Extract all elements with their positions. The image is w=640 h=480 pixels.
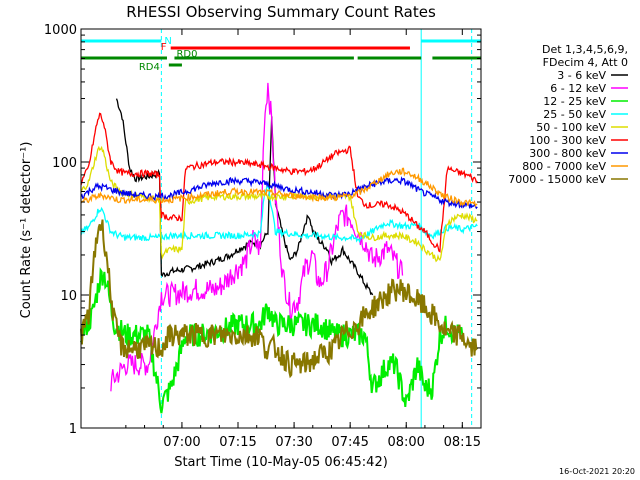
x-tick-label-4: 08:00 [387, 435, 424, 450]
x-tick-label-2: 07:30 [275, 435, 312, 450]
series-line-3 [80, 183, 478, 244]
x-tick-label-3: 07:45 [331, 435, 368, 450]
legend-header-1: Det 1,3,4,5,6,9, [542, 43, 628, 56]
series-line-7 [80, 167, 478, 208]
flag-label-4: RD4 [139, 62, 160, 73]
legend-label-5: 100 - 300 keV [529, 134, 606, 147]
series-line-1 [110, 82, 404, 392]
legend-header-2: FDecim 4, Att 0 [543, 56, 628, 69]
legend-label-4: 50 - 100 keV [536, 121, 606, 134]
flag-label-2: RD0 [176, 49, 197, 60]
y-tick-label-2: 100 [52, 156, 77, 171]
flag-label-0: N [164, 36, 171, 47]
x-tick-label-1: 07:15 [219, 435, 256, 450]
plot-frame [80, 28, 482, 429]
y-tick-label-1: 10 [60, 289, 77, 304]
x-tick-label-0: 07:00 [163, 435, 200, 450]
y-tick-label-0: 1 [69, 422, 77, 437]
legend-label-8: 7000 - 15000 keV [508, 173, 606, 186]
legend-label-2: 12 - 25 keV [543, 95, 606, 108]
legend-label-1: 6 - 12 keV [550, 82, 606, 95]
legend-label-7: 800 - 7000 keV [522, 160, 606, 173]
y-tick-label-3: 1000 [44, 23, 77, 38]
footer-date: 16-Oct-2021 20:20 [559, 467, 635, 476]
x-axis-label: Start Time (10-May-05 06:45:42) [174, 455, 388, 470]
chart-title: RHESSI Observing Summary Count Rates [126, 3, 436, 21]
legend-label-6: 300 - 800 keV [529, 147, 606, 160]
x-tick-label-5: 08:15 [444, 435, 481, 450]
flag-label-1: F [161, 42, 167, 53]
y-axis-label: Count Rate (s⁻¹ detector⁻¹) [19, 142, 34, 319]
series-line-5 [80, 112, 478, 253]
series-line-8 [80, 219, 479, 379]
series-line-6 [80, 176, 478, 210]
legend-label-0: 3 - 6 keV [557, 69, 606, 82]
legend: Det 1,3,4,5,6,9, FDecim 4, Att 0 3 - 6 k… [508, 43, 628, 186]
legend-label-3: 25 - 50 keV [543, 108, 606, 121]
